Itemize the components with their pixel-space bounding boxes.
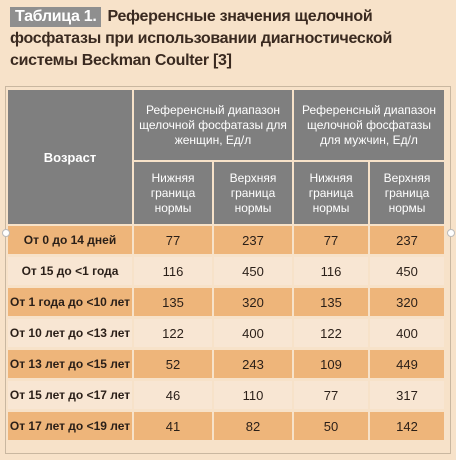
table-row: От 10 лет до <13 лет 122 400 122 400 [8,319,446,350]
men-lower-cell: 135 [294,288,370,319]
women-upper-cell: 320 [214,288,294,319]
age-cell: От 1 года до <10 лет [8,288,134,319]
carousel-prev-dot[interactable] [2,229,10,237]
women-upper-cell: 450 [214,257,294,288]
men-upper-cell: 320 [370,288,446,319]
women-lower-cell: 135 [134,288,214,319]
men-upper-cell: 400 [370,319,446,350]
table-row: От 0 до 14 дней 77 237 77 237 [8,226,446,257]
men-lower-cell: 116 [294,257,370,288]
age-cell: От 13 лет до <15 лет [8,350,134,381]
women-upper-cell: 82 [214,412,294,443]
table-caption: Таблица 1. Референсные значения щелочной … [10,6,446,72]
age-cell: От 17 лет до <19 лет [8,412,134,443]
women-lower-cell: 52 [134,350,214,381]
women-lower-cell: 41 [134,412,214,443]
table-row: От 13 лет до <15 лет 52 243 109 449 [8,350,446,381]
men-upper-cell: 450 [370,257,446,288]
men-range-header: Референсный диапазон щелочной фосфатазы … [294,90,446,162]
age-cell: От 0 до 14 дней [8,226,134,257]
table-row: От 15 до <1 года 116 450 116 450 [8,257,446,288]
table-row: От 15 лет до <17 лет 46 110 77 317 [8,381,446,412]
age-cell: От 15 до <1 года [8,257,134,288]
men-lower-cell: 109 [294,350,370,381]
women-lower-cell: 122 [134,319,214,350]
men-lower-cell: 50 [294,412,370,443]
women-lower-cell: 46 [134,381,214,412]
carousel-next-dot[interactable] [447,229,455,237]
women-lower-cell: 77 [134,226,214,257]
women-lower-header: Нижняя граница нормы [134,162,214,226]
men-lower-header: Нижняя граница нормы [294,162,370,226]
women-range-header: Референсный диапазон щелочной фосфатазы … [134,90,294,162]
table-row: От 17 лет до <19 лет 41 82 50 142 [8,412,446,443]
men-upper-cell: 449 [370,350,446,381]
men-upper-cell: 237 [370,226,446,257]
caption-label: Таблица 1. [10,7,102,27]
women-upper-cell: 237 [214,226,294,257]
men-upper-cell: 317 [370,381,446,412]
women-upper-cell: 110 [214,381,294,412]
age-cell: От 10 лет до <13 лет [8,319,134,350]
age-column-header: Возраст [8,90,134,226]
table-row: От 1 года до <10 лет 135 320 135 320 [8,288,446,319]
men-lower-cell: 77 [294,226,370,257]
reference-values-table: Возраст Референсный диапазон щелочной фо… [8,90,446,443]
men-lower-cell: 122 [294,319,370,350]
women-lower-cell: 116 [134,257,214,288]
men-upper-header: Верхняя граница нормы [370,162,446,226]
caption-text: Референсные значения щелочной фосфатазы … [10,8,392,69]
men-upper-cell: 142 [370,412,446,443]
men-lower-cell: 77 [294,381,370,412]
age-cell: От 15 лет до <17 лет [8,381,134,412]
women-upper-header: Верхняя граница нормы [214,162,294,226]
women-upper-cell: 400 [214,319,294,350]
women-upper-cell: 243 [214,350,294,381]
